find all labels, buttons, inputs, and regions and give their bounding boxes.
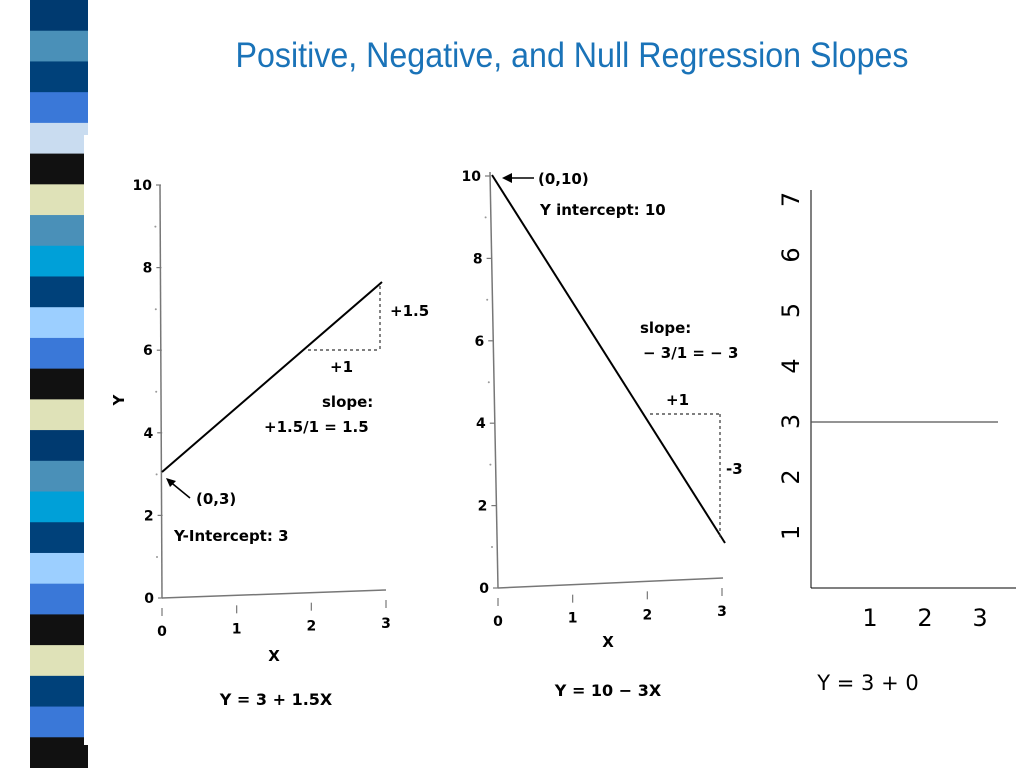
stripe-block bbox=[30, 276, 88, 308]
c1-slope-title: slope: bbox=[322, 393, 373, 411]
c2-minor-tick bbox=[484, 216, 487, 219]
c2-y-tick-label: 2 bbox=[478, 499, 488, 515]
stripe-block bbox=[30, 706, 88, 738]
stripe-block bbox=[30, 430, 88, 462]
c1-slope-value: +1.5/1 = 1.5 bbox=[264, 418, 369, 436]
c2-rise-label: -3 bbox=[726, 460, 743, 478]
c3-x-tick-label: 3 bbox=[972, 604, 987, 632]
c2-minor-tick bbox=[489, 463, 492, 466]
c2-xlabel: X bbox=[602, 633, 614, 651]
stripe-block bbox=[30, 614, 88, 646]
c1-y-tick-label: 0 bbox=[144, 591, 154, 607]
c2-y-tick-label: 8 bbox=[473, 251, 483, 267]
content-panel bbox=[84, 135, 784, 745]
c2-x-tick-label: 0 bbox=[493, 614, 503, 630]
stripe-block bbox=[30, 0, 88, 32]
c1-minor-tick bbox=[155, 390, 158, 393]
c2-x-tick-label: 1 bbox=[568, 611, 578, 627]
c2-point-label: (0,10) bbox=[538, 170, 589, 188]
chart-positive-slope: 0 2 4 6 8 10 0 1 2 3 Y X +1.5 +1 slope: +1.5/1 =… bbox=[110, 178, 429, 709]
c1-y-tick-label: 8 bbox=[143, 261, 153, 277]
c3-y-tick-label: 5 bbox=[777, 303, 805, 318]
chart-negative-slope: 0 2 4 6 8 10 0 1 2 3 (0,10) Y intercept: 10 slop… bbox=[462, 169, 743, 700]
c1-run-label: +1 bbox=[330, 358, 353, 376]
c1-rise-label: +1.5 bbox=[390, 302, 429, 320]
stripe-block bbox=[30, 583, 88, 615]
c1-minor-tick bbox=[156, 556, 158, 558]
c2-y-axis bbox=[489, 171, 499, 589]
c1-y-tick-label: 4 bbox=[143, 426, 153, 442]
c1-minor-tick bbox=[154, 225, 157, 228]
c1-y-tick-label: 10 bbox=[133, 178, 153, 194]
stripe-block bbox=[30, 399, 88, 431]
stripe-block bbox=[30, 368, 88, 400]
c3-x-tick-label: 2 bbox=[917, 604, 932, 632]
c1-arrowhead bbox=[166, 478, 176, 487]
c3-equation: Y = 3 + 0 bbox=[816, 671, 918, 695]
stripe-block bbox=[30, 491, 88, 523]
c3-y-tick-label: 6 bbox=[777, 247, 805, 262]
chart-null-slope: 1 2 3 4 5 6 7 1 2 3 Y = 3 + 0 bbox=[777, 190, 1016, 695]
c1-x-tick-label: 3 bbox=[381, 616, 391, 632]
stripe-block bbox=[30, 522, 88, 554]
stripe-block bbox=[30, 552, 88, 585]
stripe-block bbox=[30, 675, 88, 708]
decorative-stripe bbox=[30, 0, 88, 768]
c2-y-tick-label: 4 bbox=[476, 416, 486, 432]
c1-ylabel: Y bbox=[110, 393, 128, 406]
stripe-block bbox=[30, 460, 88, 493]
c3-y-tick-label: 7 bbox=[777, 192, 805, 207]
stripe-block bbox=[30, 92, 88, 124]
c2-y-tick-label: 0 bbox=[479, 581, 489, 597]
c1-x-tick-label: 1 bbox=[232, 621, 242, 637]
c2-y-tick-label: 10 bbox=[462, 169, 482, 185]
stripe-block bbox=[30, 245, 88, 277]
c2-run-label: +1 bbox=[666, 391, 689, 409]
stripe-block bbox=[30, 153, 88, 185]
c1-regression-line bbox=[161, 281, 383, 473]
stripe-block bbox=[30, 337, 88, 370]
c1-y-axis bbox=[159, 184, 163, 599]
stripe-block bbox=[30, 30, 88, 62]
c2-slope-title: slope: bbox=[640, 319, 691, 337]
c2-minor-tick bbox=[487, 381, 490, 384]
stripe-block bbox=[30, 645, 88, 677]
c2-arrowhead bbox=[502, 173, 512, 183]
stripe-block bbox=[30, 737, 88, 768]
c2-intercept-label: Y intercept: 10 bbox=[539, 201, 666, 219]
c1-minor-tick bbox=[155, 473, 158, 476]
c3-y-tick-label: 1 bbox=[777, 525, 805, 540]
c1-equation: Y = 3 + 1.5X bbox=[219, 690, 333, 709]
slide-title: Positive, Negative, and Null Regression … bbox=[235, 36, 909, 75]
c3-x-tick-label: 1 bbox=[862, 604, 877, 632]
stripe-block bbox=[30, 184, 88, 216]
c1-xlabel: X bbox=[268, 647, 280, 665]
c2-slope-value: − 3/1 = − 3 bbox=[643, 344, 738, 362]
c1-x-axis bbox=[161, 589, 387, 599]
c1-intercept-label: Y-Intercept: 3 bbox=[173, 527, 289, 545]
c1-y-tick-label: 2 bbox=[144, 508, 154, 524]
c3-y-tick-label: 3 bbox=[777, 414, 805, 429]
c2-x-tick-label: 2 bbox=[642, 607, 652, 623]
c3-y-tick-label: 4 bbox=[777, 358, 805, 373]
c2-x-axis bbox=[497, 577, 724, 589]
c2-regression-line bbox=[491, 174, 726, 544]
c1-point-label: (0,3) bbox=[196, 490, 236, 508]
c2-minor-tick bbox=[486, 298, 489, 301]
c2-x-tick-label: 3 bbox=[717, 604, 727, 620]
c1-minor-tick bbox=[154, 308, 157, 311]
c1-y-tick-label: 6 bbox=[143, 343, 153, 359]
stripe-block bbox=[30, 215, 88, 247]
c1-x-tick-label: 0 bbox=[157, 624, 167, 640]
c2-y-tick-label: 6 bbox=[474, 334, 484, 350]
c2-minor-tick bbox=[491, 546, 493, 548]
c3-y-tick-label: 2 bbox=[777, 469, 805, 484]
c1-x-tick-label: 2 bbox=[306, 619, 316, 635]
stripe-block bbox=[30, 61, 88, 93]
c2-equation: Y = 10 − 3X bbox=[554, 681, 662, 700]
stripe-block bbox=[30, 122, 88, 155]
stripe-block bbox=[30, 307, 88, 339]
